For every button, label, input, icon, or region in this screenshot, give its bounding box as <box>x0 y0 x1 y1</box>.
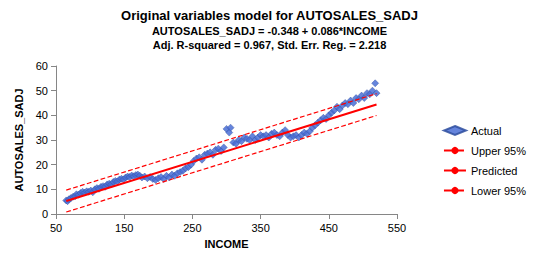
svg-text:350: 350 <box>251 222 269 234</box>
svg-text:10: 10 <box>36 183 48 195</box>
svg-text:Original variables model for A: Original variables model for AUTOSALES_S… <box>121 8 418 23</box>
svg-text:Actual: Actual <box>471 125 502 137</box>
svg-text:50: 50 <box>50 222 62 234</box>
svg-text:150: 150 <box>115 222 133 234</box>
svg-text:550: 550 <box>388 222 406 234</box>
svg-text:250: 250 <box>183 222 201 234</box>
svg-text:60: 60 <box>36 60 48 72</box>
svg-text:Adj. R-squared = 0.967, Std. E: Adj. R-squared = 0.967, Std. Err. Reg. =… <box>153 39 387 51</box>
svg-text:0: 0 <box>42 208 48 220</box>
svg-text:30: 30 <box>36 134 48 146</box>
svg-text:40: 40 <box>36 109 48 121</box>
svg-text:AUTOSALES_SADJ: AUTOSALES_SADJ <box>13 88 25 191</box>
svg-text:Lower 95%: Lower 95% <box>471 185 526 197</box>
svg-text:50: 50 <box>36 85 48 97</box>
svg-text:Predicted: Predicted <box>471 165 517 177</box>
svg-text:INCOME: INCOME <box>205 238 249 250</box>
svg-text:20: 20 <box>36 159 48 171</box>
svg-text:Upper 95%: Upper 95% <box>471 145 526 157</box>
svg-text:AUTOSALES_SADJ = -0.348 + 0.08: AUTOSALES_SADJ = -0.348 + 0.086*INCOME <box>152 25 387 37</box>
svg-text:450: 450 <box>320 222 338 234</box>
